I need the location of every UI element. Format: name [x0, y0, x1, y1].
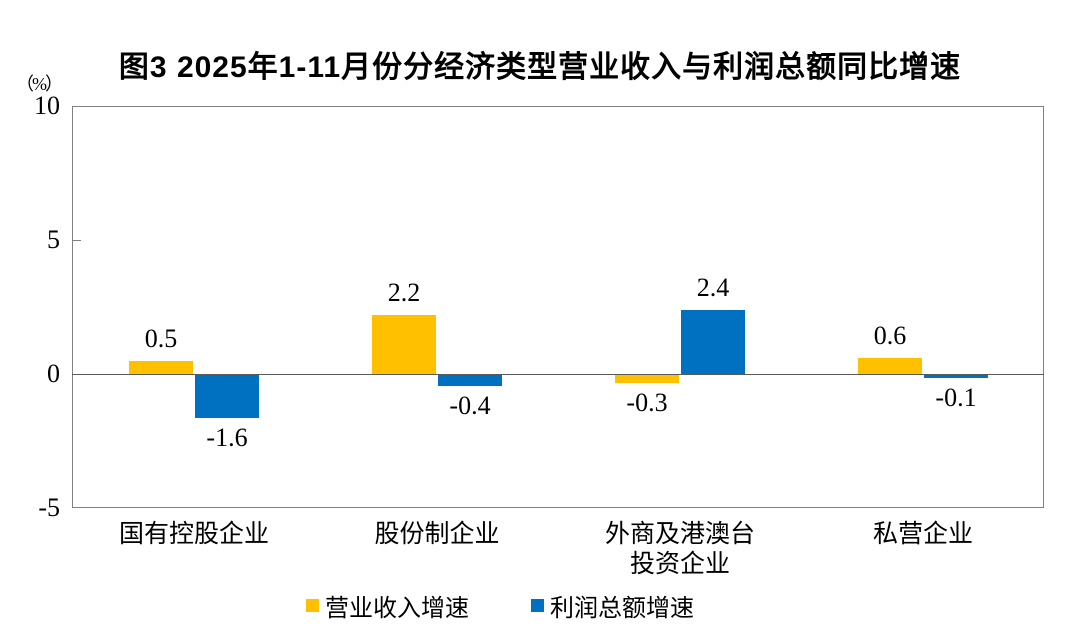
category-label: 私营企业: [872, 521, 973, 548]
legend-label: 利润总额增速: [550, 595, 694, 622]
chart-title: 图3 2025年1-11月份分经济类型营业收入与利润总额同比增速: [118, 51, 962, 84]
y-tick-label: 5: [47, 225, 60, 254]
bar-value-label: -1.6: [206, 423, 248, 452]
bar-value-label: -0.1: [935, 383, 977, 412]
zero-baseline: [72, 374, 1044, 375]
legend-item: 利润总额增速: [531, 590, 694, 622]
legend-label: 营业收入增速: [325, 595, 469, 622]
bar-value-label: -0.3: [626, 388, 668, 417]
bar-value-label: 2.2: [387, 278, 421, 307]
bar-利润总额增速-3: [681, 310, 745, 374]
category-label: 外商及港澳台 投资企业: [604, 521, 755, 578]
bar-营业收入增速-4: [858, 358, 922, 374]
chart-legend: 营业收入增速 利润总额增速: [0, 590, 1000, 622]
y-axis-unit-label: （%）: [16, 74, 63, 94]
y-tick-label: 0: [47, 359, 60, 388]
bar-value-label: 0.6: [873, 321, 907, 350]
bar-利润总额增速-4: [924, 375, 988, 378]
bar-value-label: -0.4: [449, 391, 491, 420]
legend-item: 营业收入增速: [306, 590, 469, 622]
bar-营业收入增速-2: [372, 315, 436, 374]
bar-利润总额增速-2: [438, 375, 502, 386]
bar-营业收入增速-1: [129, 361, 193, 374]
bar-利润总额增速-1: [195, 375, 259, 418]
bar-营业收入增速-3: [615, 375, 679, 383]
category-label: 国有控股企业: [118, 521, 269, 548]
y-tick-label: -5: [38, 493, 60, 522]
category-label: 股份制企业: [374, 521, 500, 548]
y-tick-label: 10: [34, 91, 60, 120]
y-tick-mark: [73, 240, 81, 241]
plot-area: [72, 106, 1044, 508]
legend-swatch-icon: [306, 598, 319, 612]
bar-value-label: 0.5: [144, 324, 178, 353]
legend-swatch-icon: [531, 598, 544, 612]
bar-value-label: 2.4: [696, 273, 730, 302]
